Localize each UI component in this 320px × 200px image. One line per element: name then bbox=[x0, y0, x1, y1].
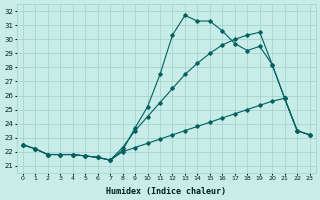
X-axis label: Humidex (Indice chaleur): Humidex (Indice chaleur) bbox=[106, 187, 226, 196]
